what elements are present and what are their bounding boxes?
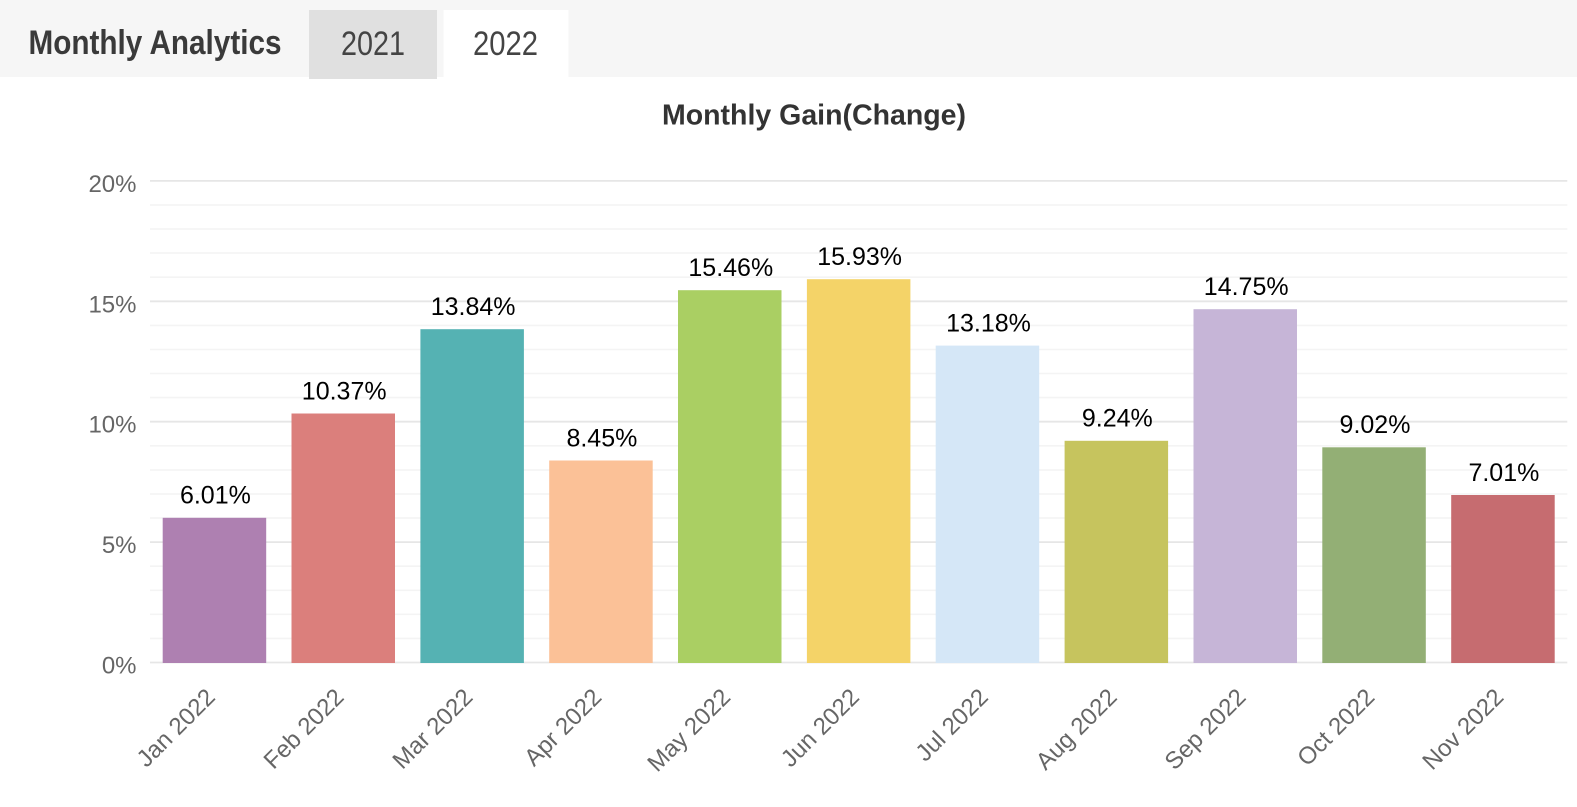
svg-text:2022: 2022 — [473, 25, 538, 63]
svg-text:8.45%: 8.45% — [566, 424, 637, 452]
svg-text:9.24%: 9.24% — [1082, 405, 1153, 433]
svg-text:Feb 2022: Feb 2022 — [259, 684, 350, 775]
svg-text:14.75%: 14.75% — [1204, 273, 1289, 301]
svg-text:6.01%: 6.01% — [180, 482, 251, 510]
svg-text:7.01%: 7.01% — [1468, 459, 1539, 487]
svg-text:Nov 2022: Nov 2022 — [1417, 684, 1509, 776]
svg-text:5%: 5% — [102, 532, 137, 559]
svg-text:10%: 10% — [88, 412, 136, 439]
svg-text:Aug 2022: Aug 2022 — [1031, 684, 1123, 776]
svg-text:Monthly Gain(Change): Monthly Gain(Change) — [662, 100, 966, 132]
svg-text:13.18%: 13.18% — [946, 309, 1031, 337]
svg-text:15%: 15% — [88, 291, 136, 318]
svg-text:15.93%: 15.93% — [817, 243, 902, 271]
svg-text:Jun 2022: Jun 2022 — [776, 684, 865, 773]
svg-text:Mar 2022: Mar 2022 — [388, 684, 479, 775]
svg-text:9.02%: 9.02% — [1340, 411, 1411, 439]
svg-text:Jan 2022: Jan 2022 — [132, 684, 221, 773]
svg-text:15.46%: 15.46% — [688, 254, 773, 282]
svg-text:20%: 20% — [88, 171, 136, 198]
svg-text:Apr 2022: Apr 2022 — [519, 684, 607, 772]
svg-text:Sep 2022: Sep 2022 — [1160, 684, 1252, 776]
svg-text:Monthly Analytics: Monthly Analytics — [29, 24, 282, 62]
svg-text:10.37%: 10.37% — [302, 377, 387, 405]
svg-text:0%: 0% — [102, 653, 137, 680]
svg-text:13.84%: 13.84% — [431, 293, 516, 321]
svg-text:2021: 2021 — [341, 25, 405, 63]
svg-text:Oct 2022: Oct 2022 — [1292, 684, 1380, 772]
svg-text:Jul 2022: Jul 2022 — [910, 684, 993, 767]
svg-text:May 2022: May 2022 — [642, 684, 736, 778]
